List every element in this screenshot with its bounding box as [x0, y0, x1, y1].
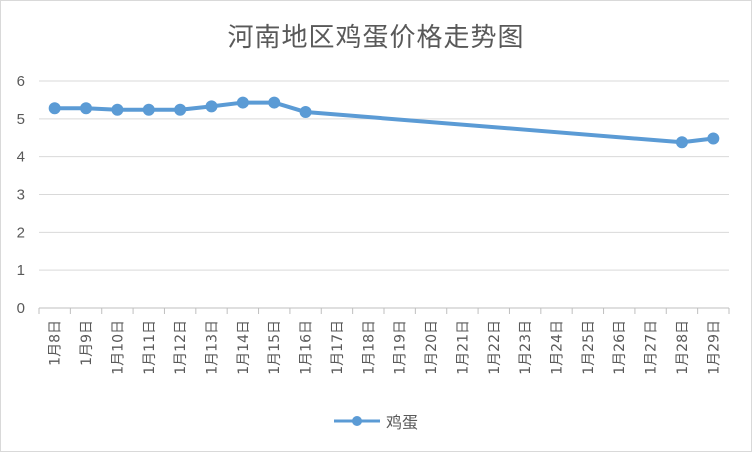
y-tick-label: 1 [17, 262, 25, 279]
y-tick-label: 3 [17, 187, 25, 204]
x-tick-label: 1月13日 [205, 320, 221, 375]
y-tick-label: 4 [17, 149, 25, 166]
x-tick-label: 1月10日 [110, 320, 126, 375]
legend-swatch [333, 416, 380, 426]
x-tick-label: 1月22日 [487, 320, 503, 375]
x-tick-label: 1月18日 [361, 320, 377, 375]
legend: 鸡蛋 [1, 409, 751, 433]
x-tick-label: 1月28日 [675, 320, 691, 375]
x-tick-label: 1月20日 [424, 320, 440, 375]
x-tick-label: 1月19日 [393, 320, 409, 375]
y-tick-label: 2 [17, 224, 25, 241]
legend-label: 鸡蛋 [385, 413, 418, 432]
data-point [174, 103, 187, 116]
data-point [675, 136, 688, 149]
data-point [142, 103, 155, 116]
x-tick-label: 1月21日 [455, 320, 471, 375]
data-point [48, 102, 61, 115]
x-tick-label: 1月25日 [581, 320, 597, 375]
x-tick-label: 1月23日 [518, 320, 534, 375]
x-tick-label: 1月9日 [79, 320, 95, 366]
x-tick-label: 1月15日 [267, 320, 283, 375]
x-tick-label: 1月8日 [48, 320, 64, 366]
x-tick-label: 1月26日 [612, 320, 628, 375]
data-point [80, 102, 93, 115]
x-tick-label: 1月24日 [550, 320, 566, 375]
x-tick-label: 1月14日 [236, 320, 252, 375]
data-point [205, 100, 218, 113]
x-tick-label: 1月16日 [299, 320, 315, 375]
data-point [299, 106, 312, 119]
y-tick-label: 5 [17, 111, 25, 128]
x-tick-label: 1月17日 [330, 320, 346, 375]
x-tick-label: 1月29日 [706, 320, 722, 375]
x-tick-label: 1月27日 [644, 320, 660, 375]
y-tick-labels: 0 1 2 3 4 5 6 [17, 73, 25, 317]
grid-lines [38, 80, 730, 314]
data-point [111, 103, 124, 116]
chart-title: 河南地区鸡蛋价格走势图 [227, 23, 525, 53]
y-tick-label: 0 [17, 300, 25, 317]
y-tick-label: 6 [17, 73, 25, 90]
x-tick-labels: 1月8日 1月9日 1月10日 1月11日 1月12日 1月13日 1月14日 1月15日 1月… [48, 320, 723, 375]
x-tick-label: 1月12日 [173, 320, 189, 375]
x-tick-label: 1月11日 [142, 320, 158, 375]
data-point [268, 96, 281, 109]
data-point [236, 96, 249, 109]
series-group [48, 96, 720, 149]
data-point [707, 132, 720, 145]
